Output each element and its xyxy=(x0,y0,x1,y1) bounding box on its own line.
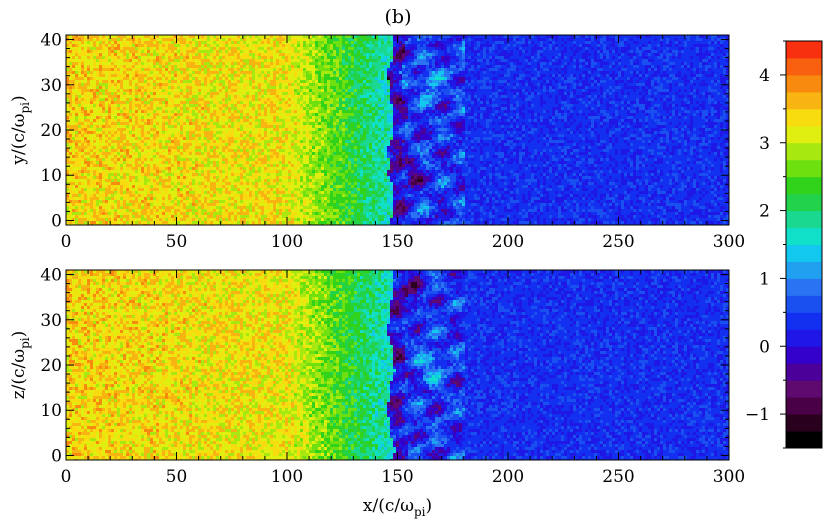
x-tick-label: 250 xyxy=(602,232,634,252)
colorbar-segment xyxy=(786,414,822,432)
colorbar-segment xyxy=(786,176,822,195)
colorbar-tick-label: 0 xyxy=(759,337,770,357)
colorbar-segment xyxy=(786,346,822,364)
bottom-axes: 0 50 100 150 200 250 300 0 10 20 30 40 xyxy=(40,266,745,487)
x-tick-label: 200 xyxy=(492,467,524,487)
colorbar-segment xyxy=(786,295,822,313)
y-tick-label: 10 xyxy=(40,401,62,421)
colorbar: −1 0 1 2 3 4 xyxy=(745,40,823,449)
colorbar-tick-label: 4 xyxy=(759,66,770,86)
y-tick-label: 0 xyxy=(51,211,62,231)
x-axis-title-end: ) xyxy=(425,496,432,516)
colorbar-axis: −1 0 1 2 3 4 xyxy=(745,40,786,449)
colorbar-segment xyxy=(786,363,822,381)
colorbar-segment xyxy=(786,125,822,144)
y-tick-label: 40 xyxy=(40,266,62,286)
x-tick-label: 0 xyxy=(61,232,72,252)
bottom-y-axis-title-sub: pi xyxy=(18,337,32,349)
top-y-axis-title: y/(c/ωpi) xyxy=(9,95,32,165)
y-tick-label: 30 xyxy=(40,311,62,331)
colorbar-segment xyxy=(786,91,822,110)
panel-tag: (b) xyxy=(385,6,412,28)
x-tick-label: 300 xyxy=(713,467,745,487)
x-tick-label: 250 xyxy=(602,467,634,487)
x-tick-label: 300 xyxy=(713,232,745,252)
x-axis-title-main: x/(c/ω xyxy=(363,496,414,516)
y-tick-label: 0 xyxy=(51,446,62,466)
colorbar-segment xyxy=(786,108,822,127)
colorbar-segment xyxy=(786,159,822,178)
x-tick-label: 100 xyxy=(271,467,303,487)
bottom-y-axis-title-end: ) xyxy=(9,331,29,338)
top-y-axis-title-sub: pi xyxy=(18,102,32,114)
colorbar-segment xyxy=(786,261,822,279)
colorbar-tick-label: 1 xyxy=(759,269,770,289)
colorbar-segment xyxy=(786,431,822,449)
x-tick-label: 150 xyxy=(381,467,413,487)
y-tick-label: 20 xyxy=(40,121,62,141)
colorbar-segment xyxy=(786,74,822,93)
top-heatmap-image xyxy=(66,35,729,225)
x-tick-label: 50 xyxy=(166,467,188,487)
top-axes: 0 50 100 150 200 250 300 0 10 20 30 40 xyxy=(40,31,745,252)
colorbar-segment xyxy=(786,210,822,229)
x-tick-label: 100 xyxy=(271,232,303,252)
colorbar-segment xyxy=(786,57,822,76)
top-y-axis-title-main: y/(c/ω xyxy=(9,113,29,165)
x-axis-title-sub: pi xyxy=(414,505,426,519)
colorbar-segment xyxy=(786,380,822,398)
bottom-heatmap-image xyxy=(66,270,729,460)
colorbar-segment xyxy=(786,41,822,59)
colorbar-segment xyxy=(786,278,822,296)
colorbar-tick-label: 3 xyxy=(759,134,770,154)
x-tick-label: 50 xyxy=(166,232,188,252)
y-tick-label: 10 xyxy=(40,166,62,186)
colorbar-tick-label: −1 xyxy=(745,405,770,425)
x-tick-label: 0 xyxy=(61,467,72,487)
colorbar-segment xyxy=(786,227,822,245)
x-axis-title: x/(c/ωpi) xyxy=(363,496,432,519)
bottom-y-axis-title-main: z/(c/ω xyxy=(9,349,29,400)
colorbar-segment xyxy=(786,312,822,330)
x-tick-label: 150 xyxy=(381,232,413,252)
colorbar-segment xyxy=(786,193,822,212)
colorbar-segment xyxy=(786,329,822,347)
y-tick-label: 30 xyxy=(40,76,62,96)
colorbar-segment xyxy=(786,142,822,161)
colorbar-segment xyxy=(786,244,822,262)
colorbar-segment xyxy=(786,397,822,415)
colorbar-segments xyxy=(786,41,822,449)
x-tick-label: 200 xyxy=(492,232,524,252)
colorbar-tick-label: 2 xyxy=(759,202,770,222)
top-panel: 0 50 100 150 200 250 300 0 10 20 30 40 y/(c/ωpi) xyxy=(9,31,745,252)
y-tick-label: 40 xyxy=(40,31,62,51)
top-y-axis-title-end: ) xyxy=(9,95,29,102)
bottom-y-axis-title: z/(c/ωpi) xyxy=(9,331,32,400)
y-tick-label: 20 xyxy=(40,356,62,376)
